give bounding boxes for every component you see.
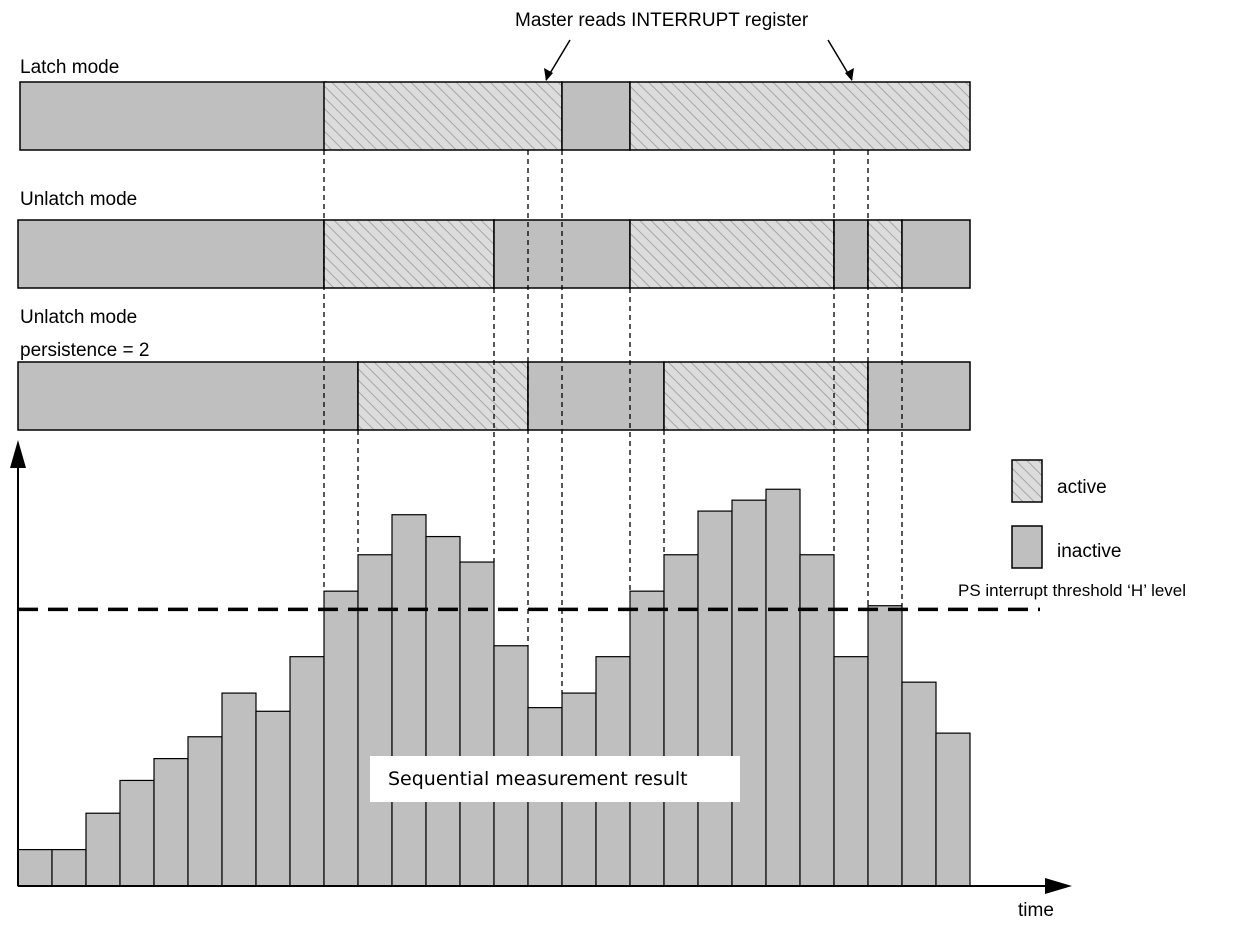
measurement-bar [357,554,393,887]
y-axis-arrowhead [10,440,26,468]
measurement-bar [663,554,699,887]
measurement-bar [153,757,189,887]
measurement-bar [255,710,291,887]
legend-active-swatch [1011,459,1043,503]
interrupt-rows [17,81,971,431]
measurement-bar [629,590,665,887]
row-1-segment-active [323,219,495,289]
annotation-arrowhead-1 [544,68,553,81]
row-2-segment-inactive [867,361,971,431]
row-label-persistence: persistence = 2 [20,340,149,361]
row-0-segment-active [323,81,563,151]
row-2-segment-active [357,361,529,431]
row-label-latch: Latch mode [20,57,119,78]
measurement-bar [833,656,869,887]
measurement-bar [459,561,495,887]
measurement-bar [187,736,223,887]
row-2-segment-inactive [17,361,359,431]
measurement-bar [935,732,971,887]
row-2-segment-inactive [527,361,665,431]
measurement-bar [391,514,427,887]
measurement-bar [119,779,155,887]
row-0-segment-inactive [19,81,327,151]
measurement-bar [867,605,903,887]
measurement-bar [901,681,937,887]
row-1-segment-inactive [833,219,869,289]
measurement-bar [731,499,767,887]
measurement-bar [425,535,461,887]
time-label: time [1018,900,1054,921]
x-axis-arrowhead [1045,878,1072,894]
measurement-label-box [370,756,740,802]
legend-inactive-swatch [1011,525,1043,569]
measurement-bar [289,656,325,887]
master-read-annotation: Master reads INTERRUPT register [515,10,809,31]
measurement-bars [17,488,971,887]
row-label-unlatch: Unlatch mode [20,189,137,210]
row-label-unlatch-persist: Unlatch mode [20,307,137,328]
measurement-bar [799,554,835,887]
measurement-bar [17,848,53,887]
row-2-segment-active [663,361,869,431]
threshold-label: PS interrupt threshold ‘H’ level [958,581,1186,600]
guide-lines [323,150,903,694]
row-1-segment-inactive [17,219,325,289]
row-1-segment-active [629,219,835,289]
row-1-segment-active [867,219,903,289]
row-1-segment-inactive [901,219,971,289]
measurement-label: Sequential measurement result [388,768,688,790]
measurement-bar [765,488,801,887]
annotation-arrowhead-2 [845,68,854,81]
row-0-segment-active [629,81,971,151]
measurement-bar [221,692,257,887]
measurement-bar [85,812,121,887]
legend-inactive-label: inactive [1057,541,1121,562]
measurement-bar [51,848,87,887]
measurement-bar [323,590,359,887]
legend-active-label: active [1057,477,1107,498]
row-0-segment-inactive [561,81,631,151]
measurement-bar [697,510,733,887]
